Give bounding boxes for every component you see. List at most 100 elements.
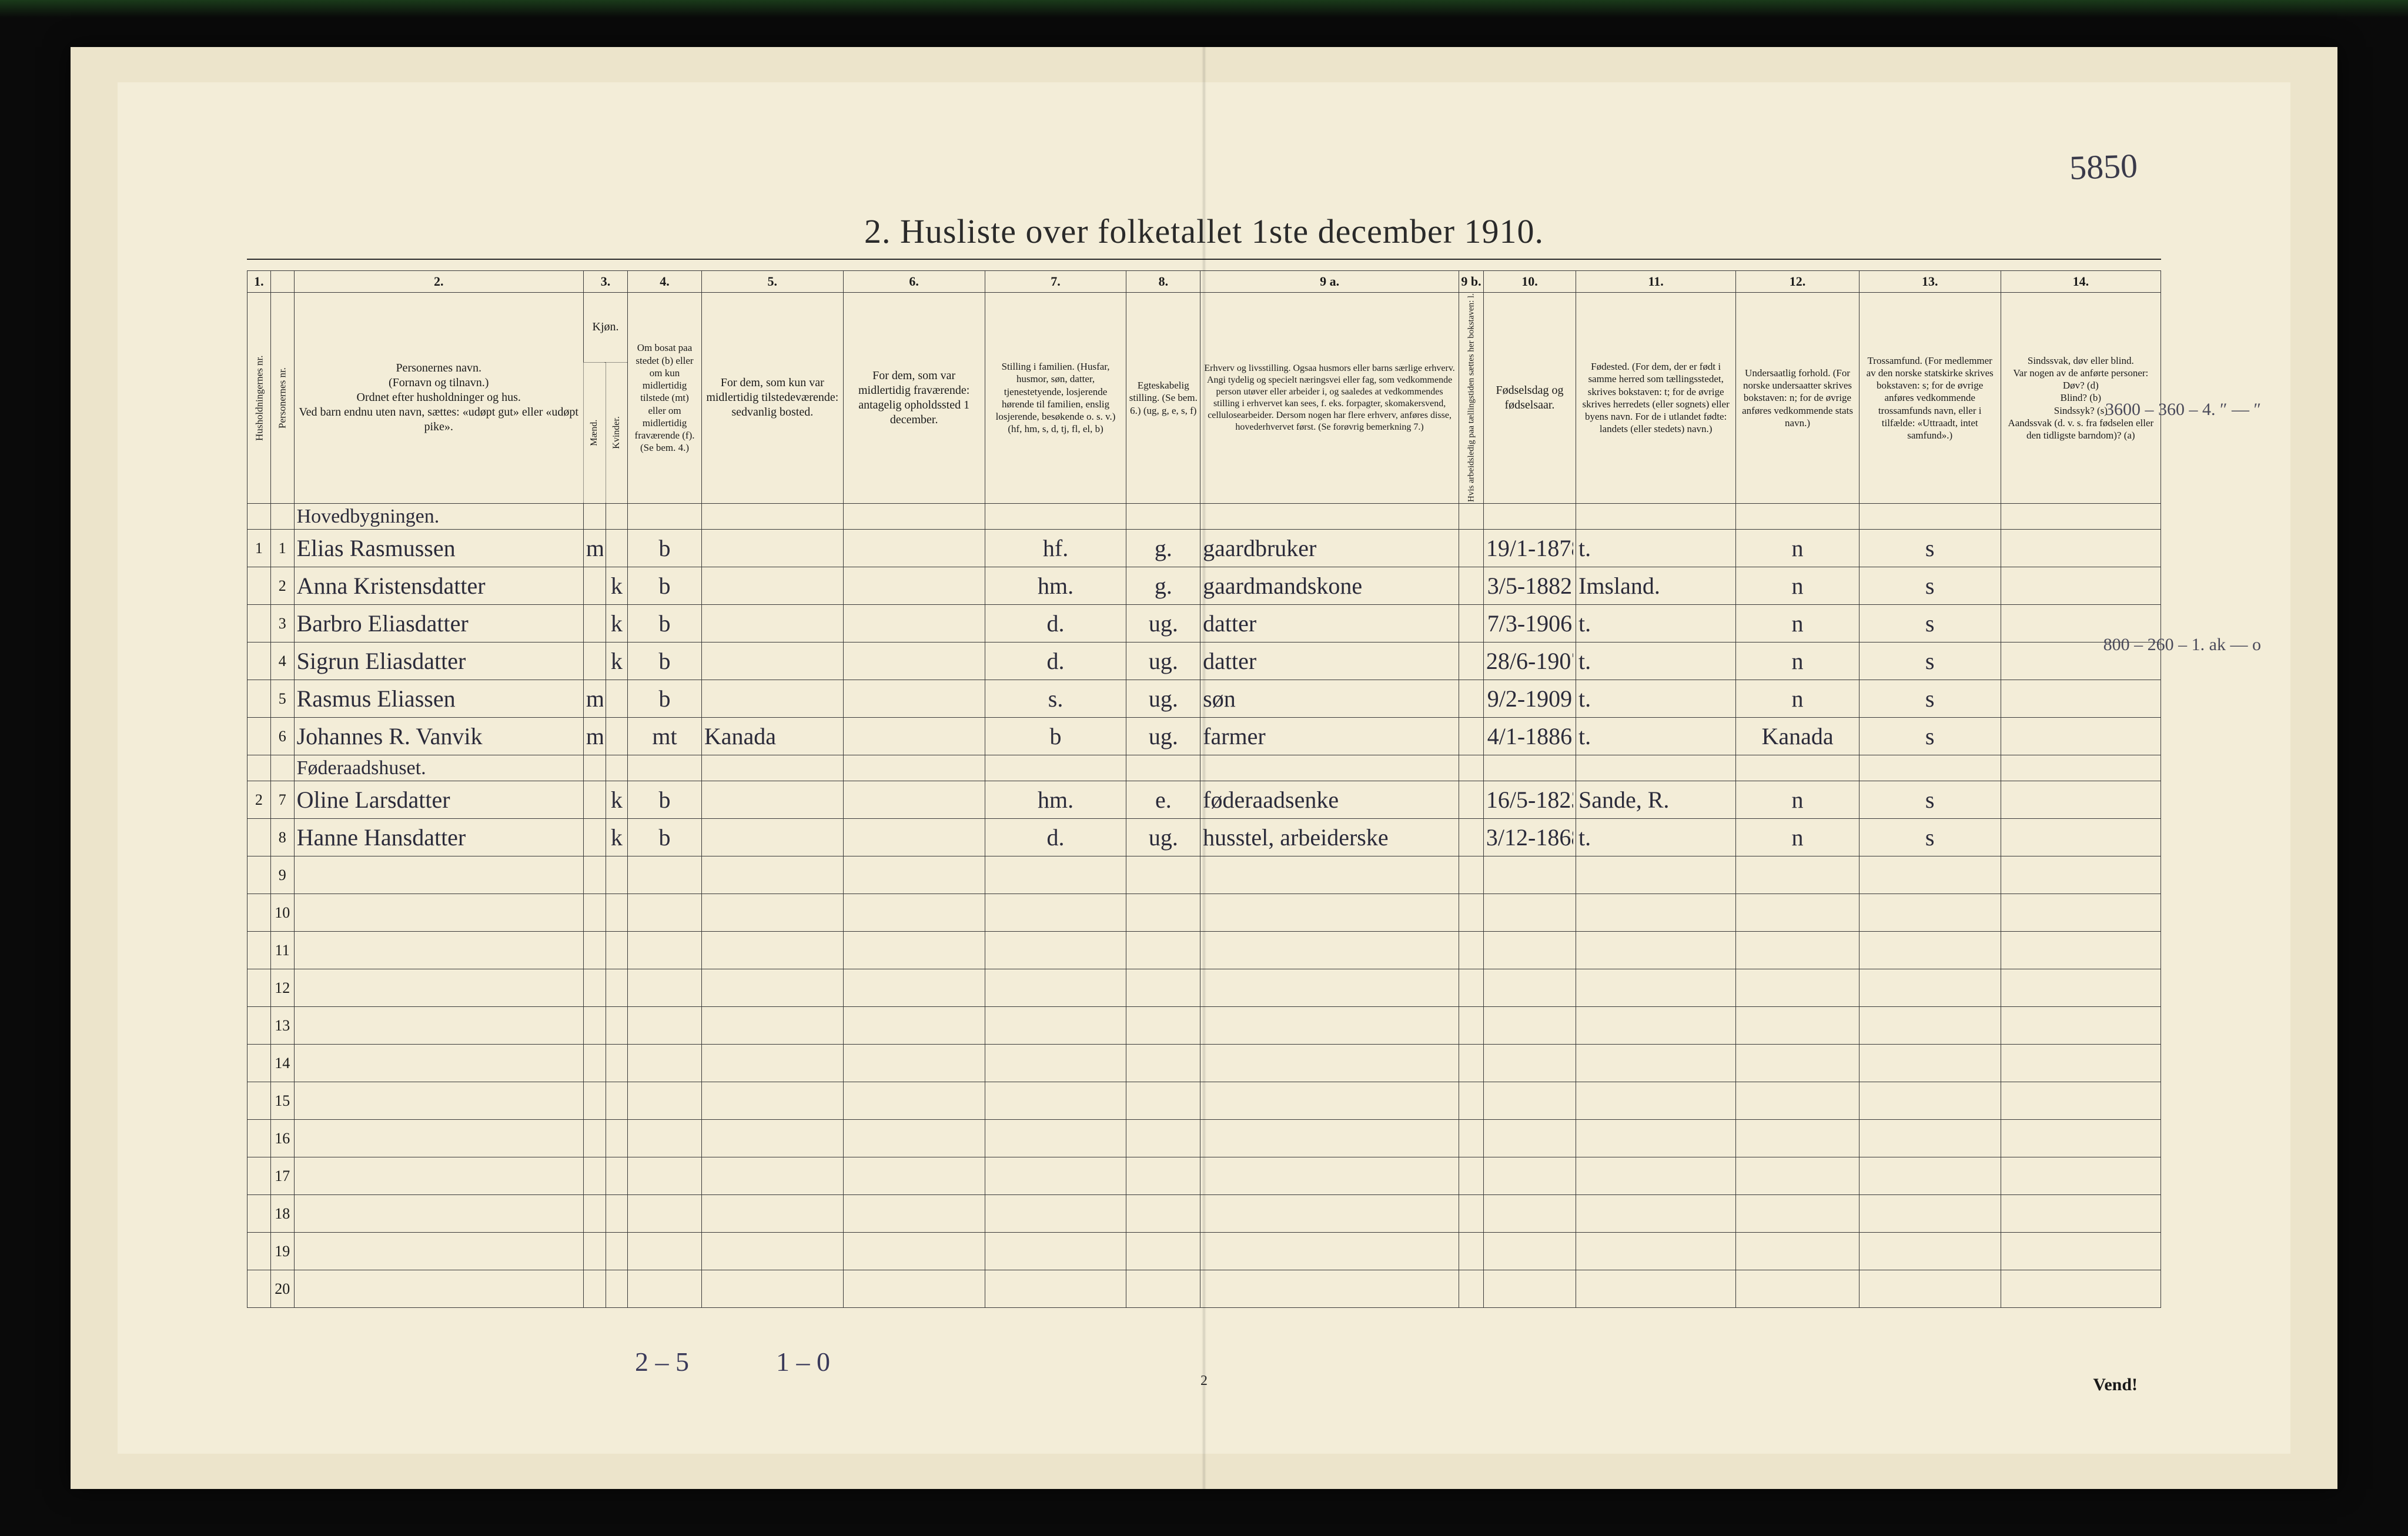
cell-residence: b — [628, 680, 702, 718]
cell-family-position: d. — [985, 605, 1126, 642]
cell-person-name: Elias Rasmussen — [294, 530, 583, 567]
hdr-name: Personernes navn. (Fornavn og tilnavn.) … — [294, 292, 583, 504]
row-number: 13 — [270, 1007, 294, 1045]
cell-unemployed — [1459, 781, 1484, 819]
cell-nationality: Kanada — [1736, 718, 1859, 755]
cell-unemployed — [1459, 567, 1484, 605]
marital-value: e. — [1129, 786, 1198, 814]
religion-value: s — [1862, 534, 1998, 562]
birth-place-value: t. — [1578, 685, 1591, 712]
family-position-value: d. — [988, 824, 1124, 851]
scan-top-strip — [0, 0, 2408, 18]
cell-sex-m — [583, 567, 606, 605]
cell-sex-k: k — [606, 642, 628, 680]
cell-residence: b — [628, 819, 702, 856]
person-name-value: Elias Rasmussen — [297, 535, 456, 561]
birth-place-value: t. — [1578, 610, 1591, 637]
cell-nationality: n — [1736, 642, 1859, 680]
cell-sex-m — [583, 819, 606, 856]
cell-nationality: n — [1736, 680, 1859, 718]
coln-7: 7. — [985, 271, 1126, 293]
sex-m-value: m — [586, 534, 603, 562]
cell-marital: ug. — [1126, 605, 1200, 642]
cell-occupation: datter — [1200, 605, 1459, 642]
cell-temp-absent-loc — [843, 530, 985, 567]
occupation-value: gaardmandskone — [1203, 573, 1362, 599]
cell-household-no — [248, 718, 271, 755]
religion-value: s — [1862, 572, 1998, 600]
cell-temp-absent-loc — [843, 819, 985, 856]
table-row: 3Barbro Eliasdatterkbd.ug.datter7/3-1906… — [248, 605, 2161, 642]
marital-value: ug. — [1129, 647, 1198, 675]
section-label: Hovedbygningen. — [297, 506, 440, 527]
cell-temp-present-home — [701, 530, 843, 567]
family-position-value: hm. — [988, 786, 1124, 814]
marital-value: ug. — [1129, 824, 1198, 851]
hdr-c11: Fødested. (For dem, der er født i samme … — [1576, 292, 1736, 504]
birth-place-value: t. — [1578, 824, 1591, 851]
cell-birth-place: t. — [1576, 680, 1736, 718]
column-number-row: 1. 2. 3. 4. 5. 6. 7. 8. 9 a. 9 b. 10. 11… — [248, 271, 2161, 293]
family-position-value: hm. — [988, 572, 1124, 600]
title-rule — [247, 259, 2161, 260]
birth-place-value: Sande, R. — [1578, 787, 1669, 813]
cell-household-no — [248, 819, 271, 856]
cell-religion: s — [1859, 718, 2001, 755]
birth-date-value: 19/1-1878 — [1486, 534, 1573, 562]
nationality-value: n — [1738, 572, 1856, 600]
hdr-c5: For dem, som kun var midlertidig tilsted… — [701, 292, 843, 504]
nationality-value: n — [1738, 647, 1856, 675]
coln-9b: 9 b. — [1459, 271, 1484, 293]
cell-marital: g. — [1126, 567, 1200, 605]
nationality-value: n — [1738, 685, 1856, 712]
coln-13: 13. — [1859, 271, 2001, 293]
hdr-c9a: Erhverv og livsstilling. Ogsaa husmors e… — [1200, 292, 1459, 504]
row-number: 19 — [270, 1233, 294, 1270]
cell-marital: e. — [1126, 781, 1200, 819]
cell-family-position: hm. — [985, 781, 1126, 819]
hdr-sex: Kjøn. — [583, 292, 627, 362]
census-table: 1. 2. 3. 4. 5. 6. 7. 8. 9 a. 9 b. 10. 11… — [247, 270, 2161, 1308]
person-name-value: Oline Larsdatter — [297, 787, 450, 813]
religion-value: s — [1862, 824, 1998, 851]
residence-value: b — [630, 572, 699, 600]
hdr-c10: Fødselsdag og fødselsaar. — [1483, 292, 1576, 504]
coln-2: 2. — [294, 271, 583, 293]
residence-value: b — [630, 534, 699, 562]
marital-value: ug. — [1129, 610, 1198, 637]
cell-temp-present-home — [701, 819, 843, 856]
table-row-empty: 17 — [248, 1157, 2161, 1195]
sex-k-value: k — [608, 610, 626, 637]
cell-occupation: føderaadsenke — [1200, 781, 1459, 819]
row-number: 12 — [270, 969, 294, 1007]
birth-date-value: 3/5-1882 — [1486, 572, 1573, 600]
row-number: 16 — [270, 1120, 294, 1157]
cell-sex-m: m — [583, 530, 606, 567]
cell-occupation: gaardmandskone — [1200, 567, 1459, 605]
nationality-value: n — [1738, 534, 1856, 562]
page-title: 2. Husliste over folketallet 1ste decemb… — [118, 212, 2290, 251]
hdr-c6: For dem, som var midlertidig fraværende:… — [843, 292, 985, 504]
cell-sex-m — [583, 781, 606, 819]
footer-tally-a: 2 – 5 — [635, 1346, 689, 1377]
marital-value: g. — [1129, 534, 1198, 562]
cell-household-no — [248, 567, 271, 605]
hdr-person-no: Personernes nr. — [270, 292, 294, 504]
cell-sex-k: k — [606, 819, 628, 856]
cell-sex-m — [583, 605, 606, 642]
cell-marital: ug. — [1126, 642, 1200, 680]
table-row-empty: 18 — [248, 1195, 2161, 1233]
hdr-sex-k: Kvinder. — [606, 362, 628, 504]
table-row-empty: 20 — [248, 1270, 2161, 1308]
cell-residence: b — [628, 781, 702, 819]
table-row: 8Hanne Hansdatterkbd.ug.husstel, arbeide… — [248, 819, 2161, 856]
cell-person-no: 3 — [270, 605, 294, 642]
cell-unemployed — [1459, 605, 1484, 642]
cell-person-name: Hanne Hansdatter — [294, 819, 583, 856]
table-row: 11Elias Rasmussenmbhf.g.gaardbruker19/1-… — [248, 530, 2161, 567]
cell-temp-absent-loc — [843, 642, 985, 680]
coln-6: 6. — [843, 271, 985, 293]
cell-person-no: 1 — [270, 530, 294, 567]
cell-birth-date: 9/2-1909 — [1483, 680, 1576, 718]
cell-unemployed — [1459, 718, 1484, 755]
